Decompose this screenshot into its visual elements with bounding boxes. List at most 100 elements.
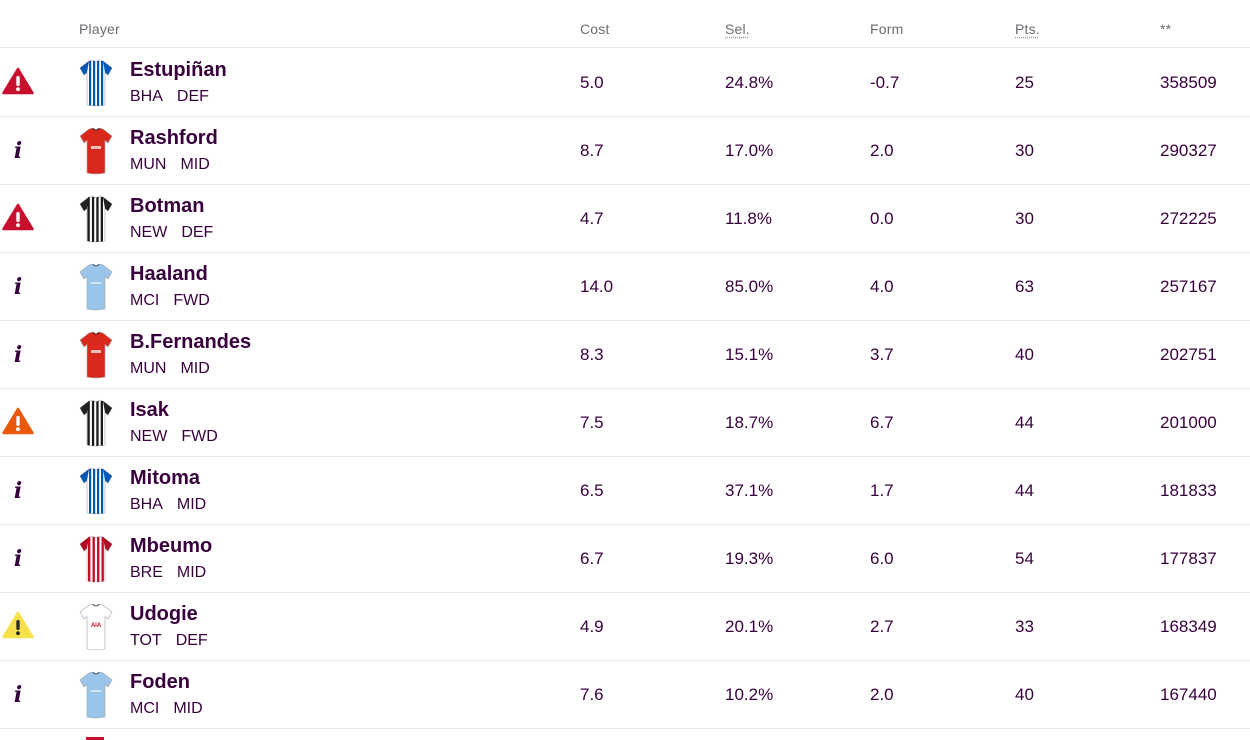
player-team: NEW: [130, 224, 168, 241]
team-shirt-icon: [78, 670, 114, 720]
player-selected: 19.3%: [725, 549, 774, 568]
player-row[interactable]: Botman NEW DEF 4.7 11.8% 0.0 30 272225: [0, 185, 1250, 253]
player-status[interactable]: [0, 49, 36, 117]
player-meta: BRE MID: [130, 564, 206, 582]
player-name[interactable]: B.Fernandes: [130, 331, 252, 353]
player-team: BHA: [130, 496, 163, 513]
player-position: DEF: [175, 632, 208, 649]
player-status[interactable]: [0, 185, 36, 253]
player-row[interactable]: i Rashford MUN MID 8.7 17.0% 2.0 30 290327: [0, 117, 1250, 185]
team-shirt-icon: [78, 126, 114, 176]
info-icon[interactable]: i: [13, 682, 23, 708]
player-cost: 7.6: [580, 685, 604, 704]
info-icon[interactable]: i: [13, 274, 23, 300]
player-name[interactable]: Mbeumo: [130, 535, 213, 557]
player-points: 25: [1015, 73, 1034, 92]
player-selected: 37.1%: [725, 481, 774, 500]
player-position: FWD: [181, 428, 218, 445]
player-row[interactable]: Isak NEW FWD 7.5 18.7% 6.7 44 201000: [0, 389, 1250, 457]
player-status[interactable]: i: [0, 253, 36, 321]
injury-alert-icon[interactable]: [2, 203, 34, 236]
player-cost: 8.3: [580, 345, 604, 364]
info-icon[interactable]: i: [13, 546, 23, 572]
player-meta: MCI FWD: [130, 292, 210, 310]
header-cost[interactable]: Cost: [580, 21, 610, 37]
player-row[interactable]: Estupiñan BHA DEF 5.0 24.8% -0.7 25 358509: [0, 49, 1250, 117]
player-cost: 5.0: [580, 73, 604, 92]
player-cost: 14.0: [580, 277, 614, 296]
player-cost: 8.7: [580, 141, 604, 160]
player-status[interactable]: i: [0, 321, 36, 389]
player-name[interactable]: Rashford: [130, 127, 218, 149]
player-form: -0.7: [870, 73, 900, 92]
player-selected: 17.0%: [725, 141, 774, 160]
player-points: 40: [1015, 685, 1034, 704]
player-form: 3.7: [870, 345, 894, 364]
info-icon[interactable]: i: [13, 478, 23, 504]
player-stat: 290327: [1160, 141, 1217, 160]
table-header: Player Cost Sel. Form Pts. **: [0, 0, 1250, 48]
player-name[interactable]: Estupiñan: [130, 59, 227, 81]
player-cost: 7.5: [580, 413, 604, 432]
doubtful-alert-icon[interactable]: [2, 407, 34, 440]
player-name[interactable]: Udogie: [130, 603, 198, 625]
injury-alert-icon[interactable]: [2, 67, 34, 100]
player-stat: 168349: [1160, 617, 1217, 636]
player-selected: 18.7%: [725, 413, 774, 432]
header-form[interactable]: Form: [870, 21, 904, 37]
player-team: BHA: [130, 88, 163, 105]
player-selected: 10.2%: [725, 685, 774, 704]
player-stat: 272225: [1160, 209, 1217, 228]
next-row-shirt-edge: [86, 737, 104, 740]
player-selected: 85.0%: [725, 277, 774, 296]
info-icon[interactable]: i: [13, 342, 23, 368]
player-cost: 4.9: [580, 617, 604, 636]
header-points[interactable]: Pts.: [1015, 21, 1040, 37]
player-cost: 6.5: [580, 481, 604, 500]
player-position: FWD: [173, 292, 210, 309]
player-status[interactable]: [0, 593, 36, 661]
player-position: MID: [180, 360, 210, 377]
player-row[interactable]: i Foden MCI MID 7.6 10.2% 2.0 40 167440: [0, 661, 1250, 729]
player-stat: 358509: [1160, 73, 1217, 92]
player-name[interactable]: Foden: [130, 671, 190, 693]
player-stat: 257167: [1160, 277, 1217, 296]
player-form: 4.0: [870, 277, 894, 296]
player-row[interactable]: i Mitoma BHA MID 6.5 37.1% 1.7 44 181833: [0, 457, 1250, 525]
player-position: MID: [176, 496, 207, 513]
team-shirt-icon: [78, 194, 114, 244]
player-row[interactable]: i Mbeumo BRE MID 6.7 19.3% 6.0 54 177837: [0, 525, 1250, 593]
player-row[interactable]: i B.Fernandes MUN MID 8.3 15.1% 3.7 40 202751: [0, 321, 1250, 389]
player-form: 2.0: [870, 685, 894, 704]
player-points: 30: [1015, 141, 1034, 160]
player-status[interactable]: i: [0, 457, 36, 525]
player-meta: BHA MID: [130, 496, 206, 514]
team-shirt-icon: [78, 58, 114, 108]
player-name[interactable]: Botman: [130, 195, 205, 217]
player-form: 0.0: [870, 209, 894, 228]
header-selected[interactable]: Sel.: [725, 21, 750, 37]
player-name[interactable]: Haaland: [130, 263, 208, 285]
doubt-alert-icon[interactable]: [2, 611, 34, 644]
player-row[interactable]: AIA Udogie TOT DEF 4.9 20.1% 2.7 33 168349: [0, 593, 1250, 661]
player-status[interactable]: [0, 389, 36, 457]
player-position: DEF: [176, 88, 209, 105]
player-points: 54: [1015, 549, 1034, 568]
player-team: MUN: [130, 360, 167, 377]
player-stat: 167440: [1160, 685, 1217, 704]
player-name[interactable]: Mitoma: [130, 467, 200, 489]
player-position: DEF: [181, 224, 214, 241]
team-shirt-icon: [78, 534, 114, 584]
player-name[interactable]: Isak: [130, 399, 169, 421]
player-status[interactable]: i: [0, 661, 36, 729]
team-shirt-icon: [78, 466, 114, 516]
header-player[interactable]: Player: [79, 21, 120, 37]
header-stat[interactable]: **: [1160, 21, 1172, 37]
info-icon[interactable]: i: [13, 138, 23, 164]
player-selected: 15.1%: [725, 345, 774, 364]
player-row[interactable]: i Haaland MCI FWD 14.0 85.0% 4.0 63 257167: [0, 253, 1250, 321]
player-status[interactable]: i: [0, 117, 36, 185]
player-meta: NEW FWD: [130, 428, 218, 446]
player-status[interactable]: i: [0, 525, 36, 593]
